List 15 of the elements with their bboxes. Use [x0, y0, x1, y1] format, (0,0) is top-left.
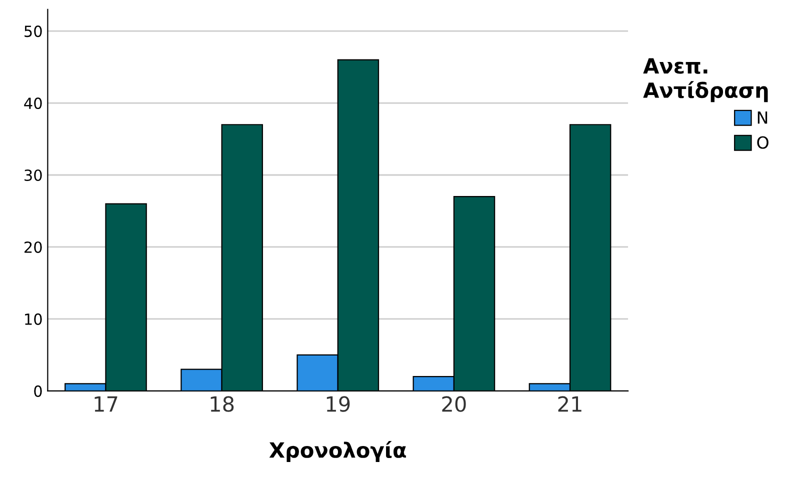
x-tick-label: 17 [94, 396, 118, 412]
x-tick-label: 19 [326, 396, 350, 412]
y-tick-label: 40 [24, 97, 42, 110]
legend-label: N [758, 111, 768, 124]
y-tick-label: 0 [34, 385, 42, 397]
x-tick-label: 20 [442, 396, 466, 412]
legend-title: Ανεπ. Αντίδραση [643, 58, 768, 102]
x-axis-title: Χρονολογία [269, 440, 406, 462]
y-tick-label: 30 [24, 169, 42, 182]
x-tick-label: 18 [210, 396, 234, 412]
legend-label: O [757, 136, 768, 149]
y-tick-label: 10 [25, 313, 42, 325]
y-tick-label: 50 [24, 26, 42, 38]
y-tick-label: 20 [24, 241, 42, 253]
x-tick-label: 21 [558, 396, 582, 412]
